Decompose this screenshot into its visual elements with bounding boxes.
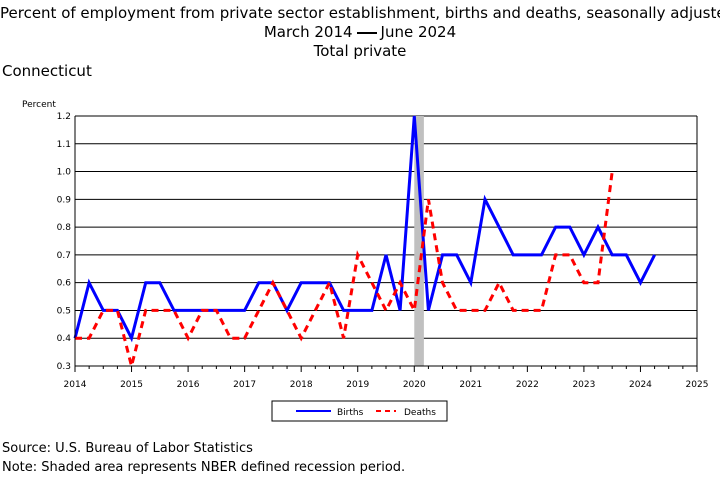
chart-title: Percent of employment from private secto…: [0, 4, 720, 22]
chart-svg: Percent 0.3 0.4 0.5 0.6 0.7 0.8 0.9 1.0 1.1 1.2 20…: [22, 100, 709, 422]
x-tick-label: 2014: [64, 380, 87, 390]
y-axis-label: Percent: [22, 100, 56, 110]
recession-note: Note: Shaded area represents NBER define…: [2, 460, 406, 475]
x-tick-label: 2017: [233, 380, 256, 390]
source-note: Source: U.S. Bureau of Labor Statistics: [2, 441, 253, 456]
legend-deaths-label: Deaths: [404, 408, 436, 418]
legend-births-label: Births: [337, 408, 364, 418]
x-tick-label: 2018: [290, 380, 313, 390]
x-tick-label: 2021: [459, 380, 482, 390]
chart-subtitle: Total private: [313, 42, 407, 60]
date-range-end: June 2024: [380, 23, 457, 41]
y-tick-label: 0.3: [57, 362, 71, 372]
series-line-deaths: [75, 171, 614, 367]
x-tick-label: 2019: [346, 380, 369, 390]
y-tick-label: 1.2: [57, 112, 71, 122]
x-tick-label: 2020: [403, 380, 426, 390]
legend-box: [271, 400, 448, 422]
series-line-births: [73, 115, 656, 343]
y-tick-label: 0.4: [57, 334, 72, 344]
recession-layer: [414, 116, 424, 366]
date-range-separator: [356, 31, 377, 34]
x-tick-label: 2016: [177, 380, 200, 390]
y-tick-label: 0.9: [57, 195, 72, 205]
grid-layer: [75, 115, 697, 367]
y-tick-label: 0.6: [57, 279, 72, 289]
x-tick-label: 2024: [629, 380, 652, 390]
series-layer: [73, 115, 656, 367]
y-tick-label: 0.8: [57, 223, 72, 233]
axis-layer: 0.3 0.4 0.5 0.6 0.7 0.8 0.9 1.0 1.1 1.2 2014 2015 20…: [57, 112, 709, 390]
y-tick-label: 0.5: [57, 306, 71, 316]
x-tick-label: 2015: [120, 380, 143, 390]
date-range-start: March 2014: [263, 23, 353, 41]
x-tick-label: 2022: [516, 380, 539, 390]
y-tick-label: 0.7: [57, 251, 71, 261]
y-tick-label: 1.0: [57, 168, 72, 178]
legend: Births Deaths: [271, 400, 448, 422]
x-tick-label: 2023: [572, 380, 595, 390]
y-tick-label: 1.1: [57, 140, 71, 150]
recession-band: [414, 116, 424, 366]
region-label: Connecticut: [2, 62, 92, 80]
x-tick-label: 2025: [686, 380, 709, 390]
chart-date-range: March 2014 June 2024: [0, 23, 720, 42]
